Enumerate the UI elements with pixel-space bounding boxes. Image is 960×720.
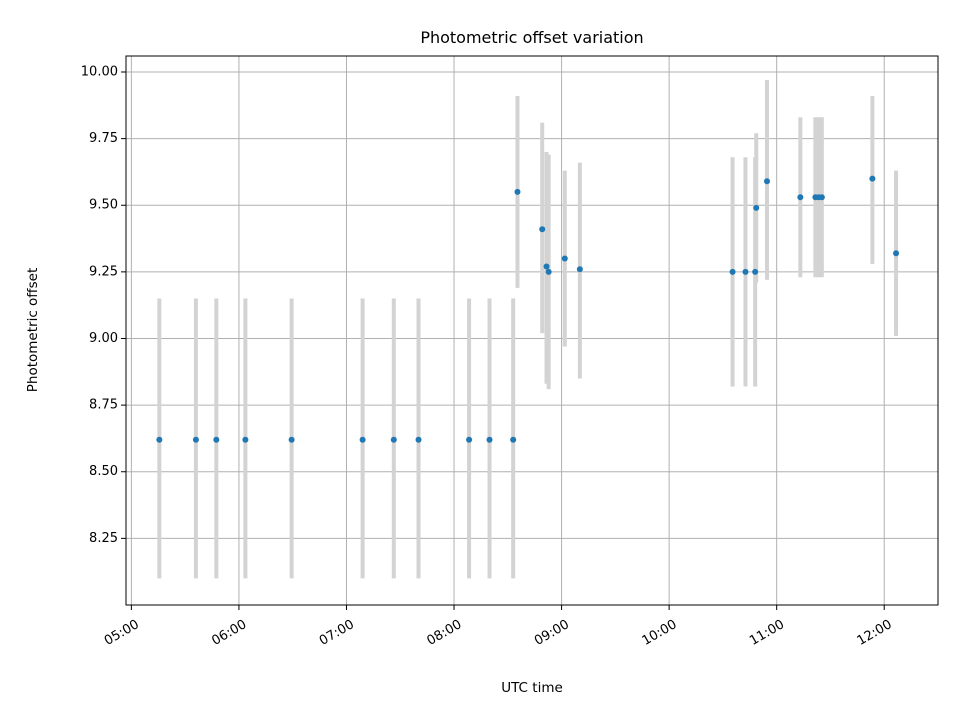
data-point [869, 175, 876, 182]
data-point [288, 436, 295, 443]
x-tick-label: 10:00 [640, 617, 680, 649]
data-point [510, 436, 517, 443]
data-point [576, 266, 583, 273]
data-point [545, 268, 552, 275]
y-axis-label: Photometric offset [25, 268, 41, 392]
data-point [543, 263, 550, 270]
data-point [539, 226, 546, 233]
x-tick-label: 07:00 [317, 617, 357, 649]
x-tick-label: 12:00 [855, 617, 895, 649]
x-tick-label: 08:00 [424, 617, 464, 649]
chart-title: Photometric offset variation [420, 28, 643, 47]
data-point [893, 250, 900, 257]
y-tick-label: 9.25 [89, 264, 118, 279]
plot-frame [125, 55, 939, 606]
y-tick-label: 8.25 [89, 531, 118, 546]
data-point [514, 188, 521, 195]
data-point [192, 436, 199, 443]
x-tick-label: 05:00 [102, 617, 142, 649]
x-tick-label: 09:00 [532, 617, 572, 649]
data-point [390, 436, 397, 443]
data-point [156, 436, 163, 443]
y-tick-label: 9.75 [89, 131, 118, 146]
y-tick-label: 9.00 [89, 331, 118, 346]
data-point [818, 194, 825, 201]
data-point [242, 436, 249, 443]
errorbar-layer [157, 79, 899, 579]
grid-layer [126, 56, 938, 605]
data-point [729, 268, 736, 275]
y-tick-label: 9.50 [89, 198, 118, 213]
data-point [752, 268, 759, 275]
data-point [415, 436, 422, 443]
y-tick-label: 8.50 [89, 464, 118, 479]
data-point [753, 204, 760, 211]
data-point [213, 436, 220, 443]
data-point [466, 436, 473, 443]
y-tick-label: 10.00 [81, 64, 118, 79]
data-point-layer [156, 175, 900, 443]
data-point [763, 178, 770, 185]
data-point [742, 268, 749, 275]
data-point [359, 436, 366, 443]
data-point [797, 194, 804, 201]
data-point [561, 255, 568, 262]
x-tick-label: 11:00 [747, 617, 787, 649]
x-tick-label: 06:00 [209, 617, 249, 649]
data-point [486, 436, 493, 443]
x-axis-label: UTC time [501, 680, 563, 696]
y-tick-label: 8.75 [89, 398, 118, 413]
